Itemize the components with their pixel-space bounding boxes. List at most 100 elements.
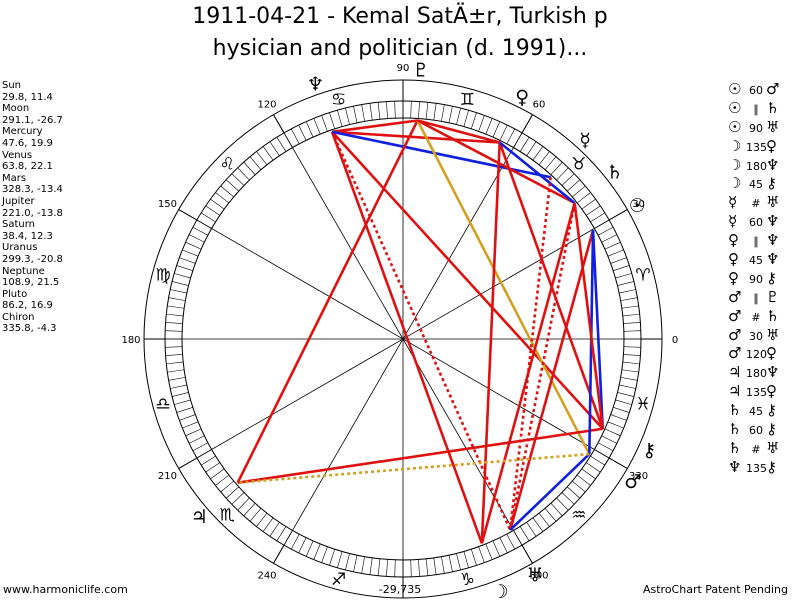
aspect-planet1-glyph: ♃ — [728, 382, 742, 401]
uranus-icon: ♅ — [527, 564, 544, 586]
degree-tick — [620, 377, 638, 381]
degree-tick — [262, 517, 274, 532]
degree-tick — [576, 474, 591, 486]
planet-value: 108.9, 21.5 — [2, 277, 60, 289]
degree-tick — [313, 543, 321, 560]
aspect-type: 30 — [749, 329, 763, 343]
aspect-line — [237, 427, 603, 484]
degree-tick — [182, 421, 199, 429]
aspect-line — [480, 202, 576, 544]
degree-tick — [441, 556, 445, 574]
aspect-row: ♄ # ♅ — [728, 439, 784, 458]
degree-tick — [185, 428, 202, 437]
degree-tick — [215, 192, 230, 204]
planet-value: 299.3, -20.8 — [2, 253, 63, 265]
aspect-line — [331, 130, 500, 144]
degree-tick — [201, 455, 216, 466]
aspect-planet2-glyph: ♆ — [766, 231, 780, 250]
degree-tick — [321, 115, 328, 132]
degree-tick — [210, 468, 225, 480]
degree-tick — [597, 442, 614, 451]
degree-tick — [615, 399, 632, 405]
aspect-line — [416, 119, 591, 455]
degree-tick — [220, 480, 234, 493]
degree-label: 120 — [257, 99, 276, 110]
aspect-row: ☽ 135♀ — [728, 137, 784, 156]
degree-tick — [298, 537, 307, 554]
degree-tick — [485, 118, 493, 135]
aspect-row: ☽ 45 ⚷ — [728, 174, 784, 193]
degree-tick — [621, 369, 639, 373]
aspect-line — [508, 229, 595, 531]
degree-tick — [179, 414, 196, 421]
aspect-type: 135 — [746, 461, 767, 475]
aspect-line — [416, 119, 576, 205]
degree-tick — [448, 555, 453, 572]
degree-tick — [604, 241, 621, 250]
degree-tick — [601, 435, 618, 444]
degree-label: 30 — [632, 199, 645, 210]
aspect-type: 90 — [749, 272, 763, 286]
planet-name: Uranus — [2, 242, 38, 254]
degree-tick — [619, 289, 636, 294]
degree-tick — [456, 553, 461, 571]
aspect-type: # — [751, 442, 761, 456]
degree-tick — [165, 330, 183, 332]
aspect-type: # — [751, 310, 761, 324]
aspect-planet2-glyph: ♇ — [766, 287, 780, 306]
degree-tick — [174, 273, 191, 279]
degree-tick — [243, 161, 256, 175]
degree-tick — [567, 179, 581, 192]
degree-tick — [532, 146, 544, 161]
aspect-row: ♀ 90 ⚷ — [728, 269, 784, 288]
aspect-planet2-glyph: ♅ — [766, 193, 780, 212]
aspect-type: # — [751, 197, 761, 211]
degree-label: 90 — [397, 63, 410, 74]
neptune-icon: ♆ — [307, 74, 324, 96]
degree-label: 330 — [629, 471, 648, 482]
zodiac-sagittarius-icon: ♐ — [331, 570, 346, 590]
degree-tick — [519, 137, 530, 152]
aspect-planet2-glyph: ♄ — [766, 98, 780, 117]
degree-tick — [567, 486, 581, 499]
zodiac-cancer-icon: ♋ — [331, 90, 346, 110]
aspect-planet2-glyph: ♂ — [766, 80, 780, 98]
degree-tick — [166, 361, 184, 365]
degree-tick — [313, 118, 321, 135]
aspect-planet1-glyph: ♀ — [728, 250, 739, 269]
aspect-planet2-glyph: ♆ — [766, 155, 780, 174]
aspect-type: 135 — [746, 140, 767, 154]
aspect-planet1-glyph: ♂ — [728, 344, 742, 363]
aspect-line — [330, 131, 512, 531]
degree-tick — [329, 549, 335, 566]
degree-tick — [499, 124, 508, 141]
degree-tick — [185, 241, 202, 250]
aspect-line — [331, 119, 418, 134]
degree-tick — [291, 533, 300, 550]
footer-website[interactable]: www.harmoniclife.com — [3, 583, 128, 596]
degree-tick — [561, 173, 575, 186]
degree-tick — [182, 249, 199, 257]
degree-tick — [572, 185, 586, 198]
degree-tick — [337, 551, 343, 568]
degree-tick — [225, 179, 239, 192]
degree-tick — [192, 227, 209, 236]
degree-tick — [353, 555, 358, 572]
degree-tick — [538, 151, 550, 166]
degree-tick — [471, 549, 477, 566]
zodiac-virgo-icon: ♍ — [155, 266, 170, 286]
zodiac-scorpio-icon: ♏ — [220, 506, 235, 526]
degree-tick — [622, 313, 640, 317]
aspect-type: 60 — [749, 424, 763, 438]
degree-tick — [361, 104, 365, 122]
footer-patent: AstroChart Patent Pending — [642, 583, 788, 596]
degree-tick — [269, 141, 280, 156]
degree-tick — [165, 354, 183, 356]
degree-tick — [617, 392, 635, 397]
aspect-row: ♂ # ♄ — [728, 307, 784, 326]
aspect-line — [498, 141, 576, 204]
degree-tick — [506, 533, 515, 550]
planet-value: 328.3, -13.4 — [2, 184, 63, 196]
degree-tick — [168, 377, 186, 381]
aspect-type: 120 — [746, 348, 767, 362]
